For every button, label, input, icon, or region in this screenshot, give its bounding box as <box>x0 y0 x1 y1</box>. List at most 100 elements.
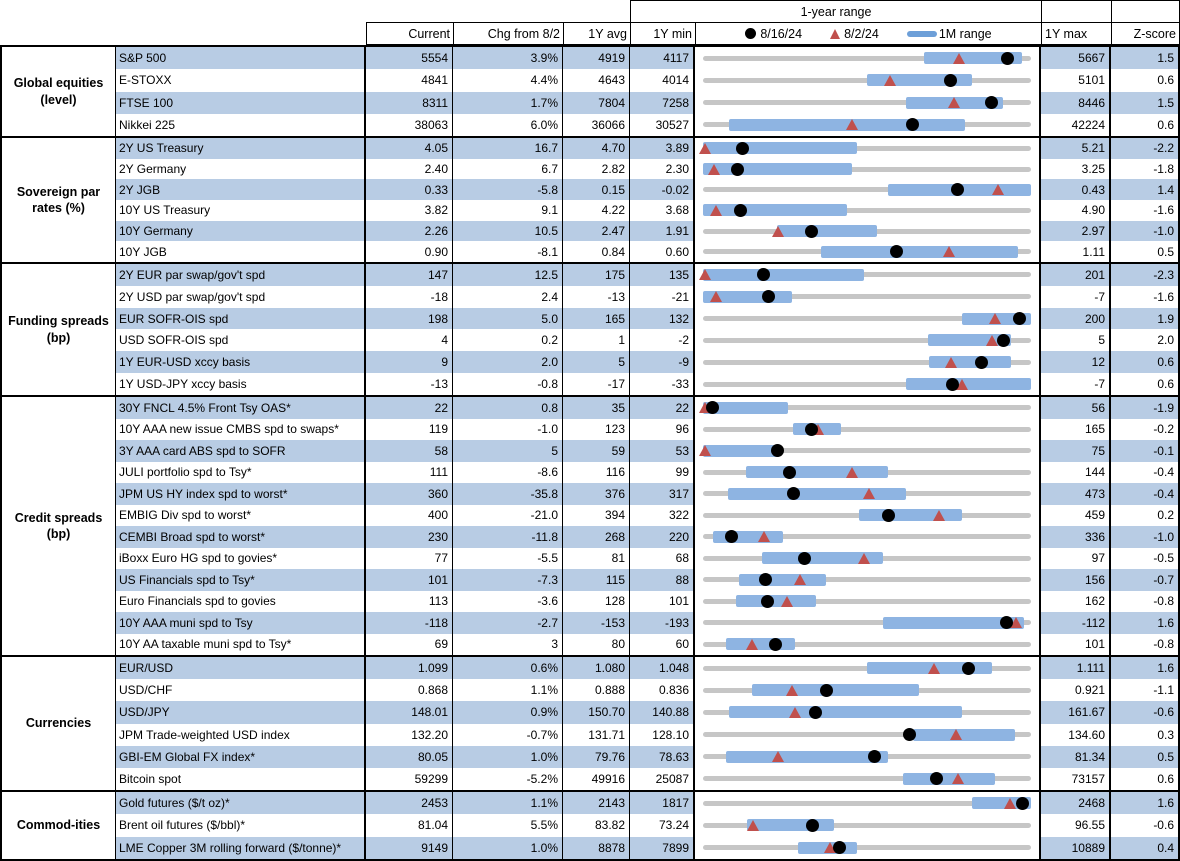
cell-current: 4841 <box>366 69 453 92</box>
red-triangle-icon <box>830 28 841 39</box>
section-1: Sovereign par rates (%) 2Y US Treasury 4.0… <box>2 136 1178 263</box>
range-track <box>703 100 1031 106</box>
cell-1y-max: 75 <box>1041 440 1111 462</box>
cell-1y-max: 101 <box>1041 633 1111 655</box>
cell-1y-avg: 1 <box>563 329 630 352</box>
range-chart-cell <box>695 657 1041 680</box>
cell-z-score: 1.9 <box>1111 307 1178 330</box>
cell-1y-max: 97 <box>1041 547 1111 569</box>
marker-8-2-triangle <box>944 356 957 368</box>
row-label: 10Y AAA new issue CMBS spd to swaps* <box>116 418 366 440</box>
chart-legend: 8/16/24 8/2/24 1M range <box>696 27 1041 41</box>
cell-z-score: 0.4 <box>1111 836 1178 859</box>
table-row: FTSE 100 8311 1.7% 7804 7258 8446 1.5 <box>116 91 1178 114</box>
cell-1y-max: 96.55 <box>1041 814 1111 837</box>
row-label: iBoxx Euro HG spd to govies* <box>116 547 366 569</box>
row-label: 30Y FNCL 4.5% Front Tsy OAS* <box>116 397 366 419</box>
marker-8-16-dot <box>975 355 989 369</box>
cell-z-score: -0.8 <box>1111 590 1178 612</box>
cell-z-score: -1.6 <box>1111 285 1178 308</box>
cell-1y-min: 30527 <box>630 113 695 136</box>
cell-1y-min: 4117 <box>630 47 695 70</box>
cell-1y-avg: -13 <box>563 285 630 308</box>
cell-1y-max: 5101 <box>1041 69 1111 92</box>
range-chart-cell <box>695 461 1041 483</box>
section-0: Global equities (level) S&P 500 5554 3.9% 49… <box>2 47 1178 136</box>
cell-1y-avg: 4643 <box>563 69 630 92</box>
range-chart-cell <box>695 329 1041 352</box>
table-row: Euro Financials spd to govies 113 -3.6 128 1… <box>116 590 1178 612</box>
cell-z-score: -2.3 <box>1111 264 1178 286</box>
marker-8-16-dot <box>999 616 1013 630</box>
marker-8-2-triangle <box>846 119 859 131</box>
range-track <box>703 800 1031 806</box>
cell-current: 113 <box>366 590 453 612</box>
cell-1y-max: 1.11 <box>1041 241 1111 263</box>
cell-current: -118 <box>366 612 453 634</box>
marker-8-16-dot <box>833 841 847 855</box>
cell-chg-from-8-2: 0.6% <box>453 657 563 680</box>
range-track <box>703 776 1031 782</box>
cell-1y-max: 73157 <box>1041 767 1111 791</box>
cell-1y-max: 2468 <box>1041 792 1111 815</box>
table-row: USD/JPY 148.01 0.9% 150.70 140.88 161.67 -0.6 <box>116 701 1178 724</box>
marker-8-16-dot <box>903 728 917 742</box>
row-label: Euro Financials spd to govies <box>116 590 366 612</box>
cell-1y-avg: -17 <box>563 373 630 395</box>
table-row: JPM US HY index spd to worst* 360 -35.8 376… <box>116 483 1178 505</box>
range-track <box>703 294 1031 300</box>
table-row: USD SOFR-OIS spd 4 0.2 1 -2 5 2.0 <box>116 329 1178 352</box>
marker-8-16-dot <box>962 661 976 675</box>
cell-current: 119 <box>366 418 453 440</box>
cell-1y-min: 132 <box>630 307 695 330</box>
table-row: 2Y EUR par swap/gov't spd 147 12.5 175 135 20… <box>116 264 1178 286</box>
cell-1y-max: 134.60 <box>1041 723 1111 746</box>
cell-1y-avg: 2143 <box>563 792 630 815</box>
table-row: 2Y USD par swap/gov't spd -18 2.4 -13 -21 -7-… <box>116 285 1178 308</box>
cell-chg-from-8-2: -35.8 <box>453 483 563 505</box>
table-row: 3Y AAA card ABS spd to SOFR 58 5 59 53 75 -0.1 <box>116 440 1178 462</box>
cell-1y-min: 101 <box>630 590 695 612</box>
cell-1y-avg: 131.71 <box>563 723 630 746</box>
cell-1y-min: -2 <box>630 329 695 352</box>
col-header-1y-min: 1Y min <box>630 22 696 45</box>
cell-chg-from-8-2: 10.5 <box>453 220 563 242</box>
marker-8-2-triangle <box>1010 617 1023 629</box>
cell-current: 81.04 <box>366 814 453 837</box>
range-chart-cell <box>695 200 1041 221</box>
cell-1y-avg: 0.15 <box>563 179 630 201</box>
one-month-range-bar <box>762 552 884 565</box>
cell-chg-from-8-2: 1.1% <box>453 792 563 815</box>
cell-chg-from-8-2: 5 <box>453 440 563 462</box>
section-rows: 2Y US Treasury 4.05 16.7 4.70 3.89 5.21 -2.2 2Y… <box>116 138 1178 263</box>
range-chart-cell <box>695 440 1041 462</box>
marker-8-16-dot <box>882 508 896 522</box>
one-month-range-bar <box>703 444 781 457</box>
cell-1y-max: 0.921 <box>1041 679 1111 702</box>
cell-1y-min: 7899 <box>630 836 695 859</box>
category-label: Currencies <box>2 657 116 790</box>
range-chart-cell <box>695 483 1041 505</box>
col-header-z-score: Z-score <box>1111 22 1180 45</box>
table-row: iBoxx Euro HG spd to govies* 77 -5.5 81 68 97… <box>116 547 1178 569</box>
cell-chg-from-8-2: 3 <box>453 633 563 655</box>
cell-chg-from-8-2: -5.5 <box>453 547 563 569</box>
table-row: Bitcoin spot 59299 -5.2% 49916 25087 73157 0.6 <box>116 767 1178 791</box>
category-label: Funding spreads (bp) <box>2 264 116 395</box>
table-row: 1Y USD-JPY xccy basis -13 -0.8 -17 -33 -7 0.6 <box>116 373 1178 395</box>
row-label: USD SOFR-OIS spd <box>116 329 366 352</box>
cell-1y-avg: 79.76 <box>563 745 630 768</box>
cell-1y-avg: 59 <box>563 440 630 462</box>
cell-z-score: 1.5 <box>1111 47 1178 70</box>
row-label: EUR SOFR-OIS spd <box>116 307 366 330</box>
range-track <box>703 732 1031 738</box>
cell-z-score: -0.6 <box>1111 701 1178 724</box>
one-month-range-bar <box>971 797 1031 810</box>
range-track <box>703 426 1031 432</box>
cell-1y-max: 144 <box>1041 461 1111 483</box>
range-chart-cell <box>695 138 1041 159</box>
cell-current: 69 <box>366 633 453 655</box>
cell-1y-max: 3.25 <box>1041 158 1111 180</box>
range-chart-cell <box>695 179 1041 201</box>
range-track <box>703 822 1031 828</box>
